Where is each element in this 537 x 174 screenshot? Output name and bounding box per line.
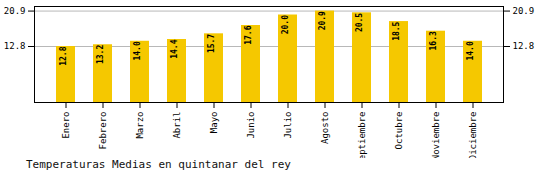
svg-text:15.7: 15.7 bbox=[207, 34, 216, 53]
svg-text:Octubre: Octubre bbox=[394, 112, 404, 150]
svg-text:Noviembre: Noviembre bbox=[431, 112, 441, 159]
svg-text:17.6: 17.6 bbox=[244, 25, 253, 44]
svg-text:20.9: 20.9 bbox=[513, 6, 535, 16]
svg-text:Enero: Enero bbox=[61, 112, 71, 139]
svg-text:Marzo: Marzo bbox=[135, 112, 145, 139]
svg-text:14.4: 14.4 bbox=[170, 39, 179, 58]
svg-text:Julio: Julio bbox=[283, 112, 293, 139]
svg-text:13.2: 13.2 bbox=[96, 45, 105, 64]
svg-text:14.0: 14.0 bbox=[466, 41, 475, 60]
svg-text:Febrero: Febrero bbox=[98, 112, 108, 150]
html-text:Temperaturas Medias en quintan: Temperaturas Medias en quintanar del rey bbox=[26, 158, 291, 171]
svg-text:Septiembre: Septiembre bbox=[357, 112, 367, 159]
svg-text:14.0: 14.0 bbox=[133, 41, 142, 60]
svg-text:20.9: 20.9 bbox=[4, 6, 26, 16]
svg-text:20.0: 20.0 bbox=[281, 15, 290, 34]
svg-text:12.8: 12.8 bbox=[59, 46, 68, 65]
svg-text:Mayo: Mayo bbox=[209, 112, 219, 134]
svg-text:20.9: 20.9 bbox=[318, 11, 327, 30]
svg-text:12.8: 12.8 bbox=[4, 41, 26, 51]
svg-text:18.5: 18.5 bbox=[392, 21, 401, 40]
svg-text:20.5: 20.5 bbox=[355, 13, 364, 32]
svg-text:Junio: Junio bbox=[246, 112, 256, 139]
svg-text:16.3: 16.3 bbox=[429, 31, 438, 50]
svg-text:Diciembre: Diciembre bbox=[468, 112, 478, 159]
svg-text:Agosto: Agosto bbox=[320, 112, 330, 145]
svg-text:12.8: 12.8 bbox=[513, 41, 535, 51]
svg-text:Abril: Abril bbox=[172, 112, 182, 139]
